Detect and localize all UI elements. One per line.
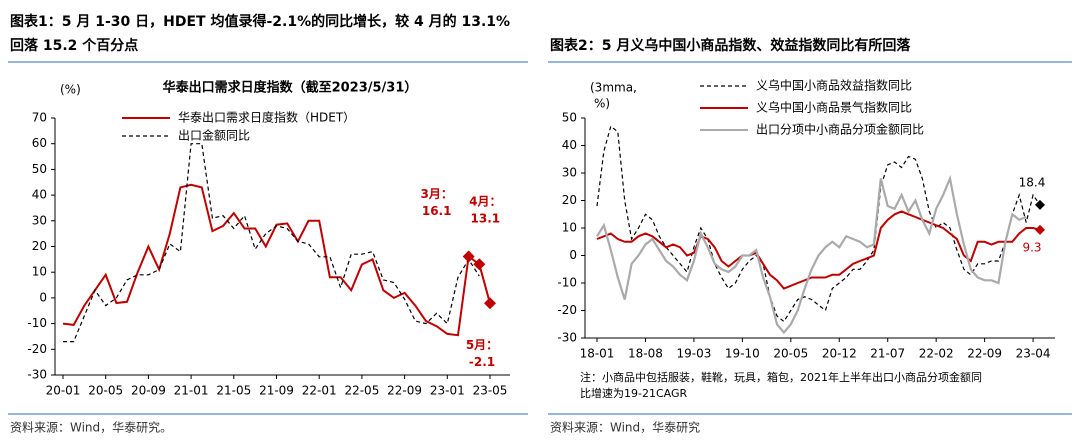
data-label: 16.1 <box>422 204 452 218</box>
chart-title: 华泰出口需求日度指数（截至2023/5/31） <box>163 80 418 96</box>
y-tick-label: 20 <box>32 239 47 253</box>
series-line <box>63 143 480 343</box>
source: 资料来源：Wind，华泰研究 <box>550 420 700 435</box>
y-tick-label: -10 <box>27 316 47 330</box>
x-tick-label: 22-01 <box>302 384 337 398</box>
y-unit: (%) <box>60 83 81 97</box>
y-tick-label: 60 <box>32 136 47 150</box>
x-tick-label: 22-09 <box>967 347 1002 361</box>
x-tick-label: 21-05 <box>216 384 251 398</box>
legend-label: 出口金额同比 <box>178 128 250 143</box>
y-tick-label: 70 <box>32 111 47 125</box>
legend-label: 华泰出口需求日度指数（HDET） <box>178 110 355 125</box>
x-tick-label: 22-05 <box>344 384 379 398</box>
x-tick-label: 23-05 <box>473 384 508 398</box>
x-tick-label: 19-10 <box>725 347 760 361</box>
note: 比增速为19-21CAGR <box>580 386 687 400</box>
y-tick-label: 50 <box>32 162 47 176</box>
y-tick-label: -30 <box>557 331 577 345</box>
x-tick-label: 23-01 <box>430 384 465 398</box>
x-tick-label: 21-07 <box>870 347 905 361</box>
x-tick-label: 22-09 <box>387 384 422 398</box>
y-tick-label: -30 <box>27 368 47 382</box>
legend-label: 义乌中国小商品效益指数同比 <box>756 78 912 93</box>
y-tick-label: 50 <box>562 111 577 125</box>
x-tick-label: 21-01 <box>174 384 209 398</box>
series-line <box>596 210 1041 290</box>
point-marker <box>1035 224 1045 235</box>
point-marker <box>1035 199 1045 210</box>
x-tick-label: 23-04 <box>1016 347 1051 361</box>
y-tick-label: 10 <box>32 265 47 279</box>
y-unit: (3mma, <box>590 81 637 95</box>
x-tick-label: 20-05 <box>773 347 808 361</box>
x-tick-label: 18-08 <box>628 347 663 361</box>
x-tick-label: 19-03 <box>676 347 711 361</box>
y-tick-label: 40 <box>562 138 577 152</box>
note: 注：小商品中包括服装，鞋靴，玩具，箱包，2021年上半年出口小商品分项金额同 <box>580 370 982 384</box>
x-tick-label: 18-01 <box>580 347 615 361</box>
figure-title: 图表1：5 月 1-30 日，HDET 均值录得-2.1%的同比增长，较 4 月… <box>10 13 510 30</box>
y-tick-label: 10 <box>562 221 577 235</box>
x-tick-label: 22-02 <box>919 347 954 361</box>
y-tick-label: 40 <box>32 188 47 202</box>
x-tick-label: 21-09 <box>259 384 294 398</box>
data-label: 9.3 <box>1022 240 1041 254</box>
figure-title: 回落 15.2 个百分点 <box>10 37 138 54</box>
figure-title: 图表2：5 月义乌中国小商品指数、效益指数同比有所回落 <box>550 37 911 54</box>
annotation: 5月： <box>466 338 498 352</box>
y-tick-label: 30 <box>32 213 47 227</box>
legend-label: 义乌中国小商品景气指数同比 <box>756 100 912 115</box>
y-tick-label: -10 <box>557 276 577 290</box>
y-tick-label: 0 <box>569 248 577 262</box>
source: 资料来源：Wind，华泰研究。 <box>10 420 172 435</box>
x-tick-label: 20-05 <box>88 384 123 398</box>
x-tick-label: 20-12 <box>822 347 857 361</box>
y-tick-label: -20 <box>27 342 47 356</box>
point-marker <box>484 297 496 310</box>
series-line <box>596 174 1027 335</box>
point-marker <box>462 250 475 263</box>
data-label: 13.1 <box>471 212 501 226</box>
y-tick-label: 30 <box>562 166 577 180</box>
y-tick-label: -20 <box>557 303 577 317</box>
point-marker <box>473 258 486 271</box>
legend-label: 出口分项中小商品分项金额同比 <box>756 122 924 137</box>
data-label: -2.1 <box>469 355 495 369</box>
y-tick-label: 20 <box>562 193 577 207</box>
x-tick-label: 20-01 <box>46 384 81 398</box>
data-label: 18.4 <box>1019 175 1046 189</box>
x-tick-label: 20-09 <box>131 384 166 398</box>
series-line <box>62 183 491 337</box>
y-tick-label: 0 <box>39 290 47 304</box>
annotation: 3月： <box>420 187 452 201</box>
y-unit: %) <box>594 97 610 111</box>
series-line <box>596 125 1041 323</box>
annotation: 4月： <box>469 195 501 209</box>
